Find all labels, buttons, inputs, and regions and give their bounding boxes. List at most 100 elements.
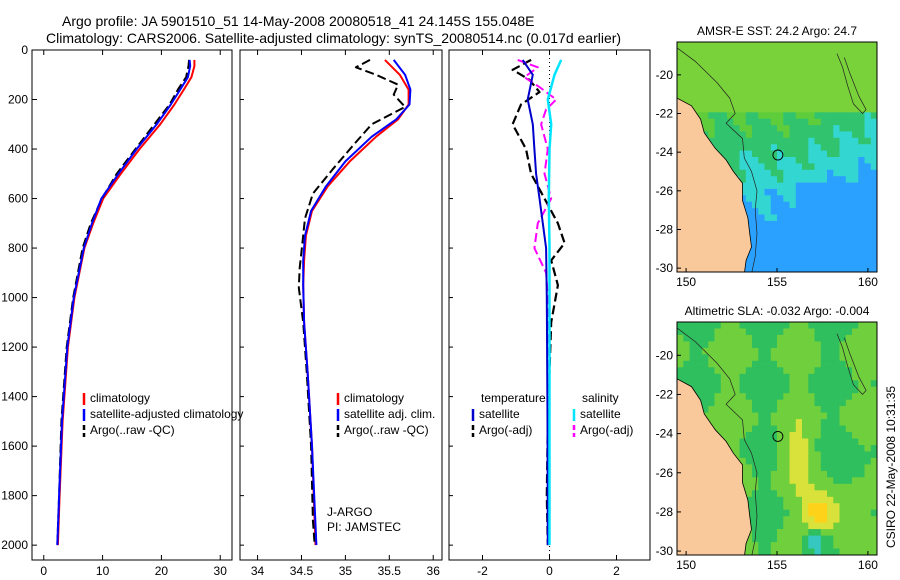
sst_map-cell: [758, 240, 766, 248]
salinity-annotation-program: J-ARGO: [327, 505, 372, 519]
sla_map-cell: [852, 406, 859, 414]
sst_map-cell: [727, 150, 734, 158]
sla_map-cell: [852, 445, 859, 453]
sla_map-cell: [870, 548, 877, 555]
temperature-ytick-label: 200: [8, 93, 28, 107]
sst_map-cell: [783, 233, 791, 241]
sst_map-cell: [770, 67, 778, 75]
sla_map-cell: [839, 509, 847, 517]
sst_map-cell: [858, 176, 866, 184]
difference-xtick-label: 2: [613, 564, 620, 578]
sla_map-cell: [802, 542, 809, 550]
sla_map-cell: [802, 529, 809, 537]
sst_map-cell: [708, 61, 716, 69]
sla_map-cell: [752, 354, 759, 362]
sla_map-cell: [789, 419, 797, 427]
sst_map-cell: [789, 67, 797, 75]
sst_map-cell: [764, 246, 772, 254]
sla_map-cell: [764, 438, 772, 446]
sst_map-cell: [789, 265, 797, 272]
sla_map-cell: [777, 393, 784, 401]
sla_map-cell: [827, 457, 834, 465]
sst_map-cell: [858, 227, 866, 235]
sla_map-cell: [839, 341, 847, 349]
sla_map-cell: [827, 399, 834, 407]
sla_map-cell: [752, 412, 759, 420]
sst_map-cell: [758, 265, 766, 272]
sst_map-cell: [802, 220, 809, 228]
temperature-legend-satellite-label: satellite-adjusted climatology: [90, 407, 243, 421]
sst_map-cell: [858, 67, 866, 75]
sst_map-cell: [764, 176, 772, 184]
sst_map-cell: [795, 265, 803, 272]
sla_map-cell: [783, 438, 791, 446]
sla_map-cell: [770, 347, 778, 355]
sla_map-cell: [852, 535, 859, 543]
sst_map-cell: [777, 182, 784, 190]
sla_map-cell: [789, 380, 797, 388]
sla_map-cell: [777, 464, 784, 472]
sst_map-cell: [702, 105, 709, 113]
sst_map-cell: [820, 150, 828, 158]
sla_map-cell: [814, 373, 822, 381]
sst_map-cell: [752, 176, 759, 184]
sla_map-cell: [745, 470, 753, 478]
sla_map-cell: [745, 399, 753, 407]
sst_map-cell: [770, 42, 778, 49]
sst_map-cell: [852, 54, 859, 62]
sla_map-cell: [833, 360, 841, 368]
sla_map-cell: [770, 360, 778, 368]
sla_map-cell: [864, 464, 872, 472]
temperature-satellite-line: [56, 59, 192, 546]
sst_map-cell: [745, 112, 753, 120]
sla_map-cell: [764, 412, 772, 420]
sla_map-cell: [783, 328, 791, 336]
sst_map-cell: [827, 144, 834, 152]
sla_map-cell: [752, 367, 759, 375]
sla_map-cell: [864, 360, 872, 368]
sla_map-cell: [814, 334, 822, 342]
sla_map-cell: [845, 490, 853, 498]
sst_map-cell: [720, 99, 728, 107]
sla_map-cell: [745, 477, 753, 485]
sla_map-cell: [770, 451, 778, 459]
temperature-legend-satellite: satellite-adjusted climatology: [82, 407, 243, 421]
sla_map-cell: [758, 328, 766, 336]
sla_map-cell: [683, 354, 691, 362]
sst_map-cell: [852, 61, 859, 69]
sla_map-cell: [745, 322, 753, 330]
sst_map-cell: [870, 157, 877, 164]
sst_map-cell: [733, 48, 741, 56]
sla_map-cell: [770, 438, 778, 446]
sla_map-cell: [714, 367, 722, 375]
sla_map-cell: [789, 490, 797, 498]
sst_map-cell: [733, 105, 741, 113]
sst_map-cell: [689, 42, 697, 49]
sst_map-cell: [808, 86, 816, 94]
sla_map-cell: [808, 445, 816, 453]
sla_map-cell: [727, 419, 734, 427]
sst_map-cell: [764, 112, 772, 120]
sla_map-cell: [795, 419, 803, 427]
sst_map-cell: [733, 112, 741, 120]
sst_map-cell: [870, 42, 877, 49]
sla_map-cell: [802, 334, 809, 342]
sst_map-cell: [795, 73, 803, 81]
sst_map-cell: [789, 169, 797, 177]
sla_map-cell: [845, 438, 853, 446]
sla_map-cell: [858, 477, 866, 485]
sst_map-cell: [858, 195, 866, 203]
sla_map-cell: [764, 360, 772, 368]
sst_map-cell: [814, 240, 822, 248]
sla_map-cell: [795, 360, 803, 368]
sla_map-cell: [864, 522, 872, 530]
sla_map-cell: [695, 367, 703, 375]
sla_map-cell: [870, 367, 877, 375]
sst_map-cell: [808, 99, 816, 107]
salinity-xtick-label: 36: [427, 564, 441, 578]
sla_map-cell: [814, 516, 822, 524]
sla_map-cell: [745, 373, 753, 381]
sla_map-cell: [770, 503, 778, 511]
sla_map-cell: [777, 548, 784, 555]
sst_map-cell: [795, 144, 803, 152]
